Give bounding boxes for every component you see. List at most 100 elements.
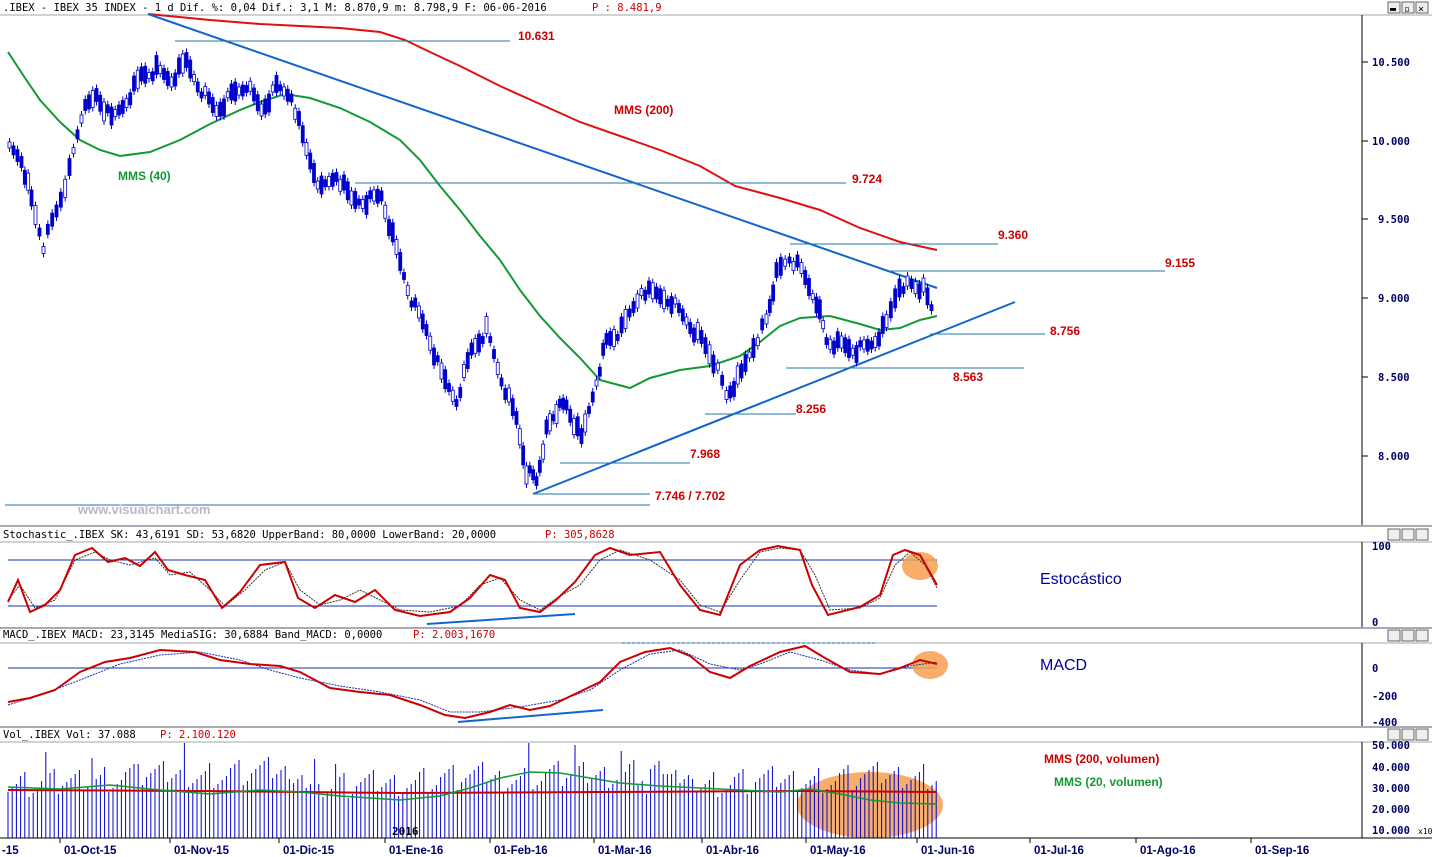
candle: [98, 94, 103, 112]
candle: [368, 190, 373, 200]
candle: [778, 256, 783, 276]
label-10631: 10.631: [518, 29, 555, 43]
candle: [817, 299, 822, 320]
candle: [695, 322, 700, 340]
candle: [390, 222, 395, 243]
candle: [319, 175, 324, 195]
candle: [218, 101, 223, 117]
candle: [447, 383, 451, 392]
candle: [345, 181, 350, 201]
candle: [58, 191, 63, 208]
candle: [22, 169, 27, 185]
price-panel-bg: [0, 0, 1362, 525]
x-label: 01-May-16: [810, 845, 866, 857]
price-panel: .IBEX - IBEX 35 INDEX - 1 d Dif. %: 0,04…: [0, 0, 1432, 525]
candle: [360, 199, 365, 209]
candle: [87, 94, 91, 110]
candle: [612, 329, 616, 347]
candle: [222, 98, 226, 117]
candle: [554, 404, 559, 424]
candle: [135, 69, 140, 89]
candle: [873, 336, 878, 348]
candle: [728, 385, 733, 399]
candle: [207, 91, 211, 105]
candle: [534, 476, 539, 486]
candle: [41, 246, 46, 254]
candle: [147, 72, 151, 79]
restore-button[interactable]: [1401, 1, 1415, 14]
candle: [480, 336, 485, 344]
candle: [564, 399, 569, 411]
macd-restore-button[interactable]: [1401, 629, 1415, 642]
candle: [905, 275, 910, 287]
candle: [372, 189, 376, 202]
candle: [747, 351, 752, 359]
macd-header: MACD_.IBEX MACD: 23,3145 MediaSIG: 30,68…: [3, 629, 382, 641]
macd-close-button[interactable]: [1415, 629, 1429, 642]
candle: [19, 156, 24, 168]
candle: [662, 290, 666, 309]
candle: [293, 107, 298, 120]
vol-minimize-button[interactable]: [1387, 728, 1401, 741]
candle: [743, 354, 748, 372]
label-mms200: MMS (200): [614, 103, 673, 117]
x-label: 01-Oct-15: [64, 845, 117, 857]
candle: [495, 362, 500, 375]
candle: [572, 418, 576, 435]
candle: [443, 369, 448, 390]
x-label: 01-Sep-16: [1255, 845, 1309, 857]
candle: [547, 413, 552, 432]
stoch-header: Stochastic_.IBEX SK: 43,6191 SD: 53,6820…: [3, 529, 496, 541]
candle: [854, 345, 859, 363]
vol-mms20-line: [7, 771, 938, 805]
stoch-close-button[interactable]: [1415, 528, 1429, 541]
vol-restore-button[interactable]: [1401, 728, 1415, 741]
candle: [517, 428, 522, 446]
candle: [94, 88, 99, 102]
candle: [843, 337, 848, 354]
candle: [323, 179, 328, 188]
mms40-line: [7, 51, 938, 390]
candle: [117, 104, 121, 116]
label-7968: 7.968: [690, 447, 720, 461]
candle: [424, 324, 429, 336]
candle: [897, 278, 902, 298]
vol-year-label: 2016: [392, 825, 419, 838]
candle: [650, 282, 655, 300]
candle: [703, 337, 708, 355]
level-lines: [5, 40, 1165, 506]
macd-minimize-button[interactable]: [1387, 629, 1401, 642]
x-label: 01-Ago-16: [1140, 845, 1196, 857]
candle: [524, 465, 529, 485]
candle: [67, 158, 72, 176]
candle: [199, 91, 204, 99]
minimize-button[interactable]: [1387, 1, 1401, 14]
x-label: 01-Nov-15: [174, 845, 230, 857]
vol-close-button[interactable]: [1415, 728, 1429, 741]
candle: [364, 195, 369, 215]
stoch-minimize-button[interactable]: [1387, 528, 1401, 541]
stoch-tick: 0: [1372, 617, 1378, 629]
candle: [557, 398, 562, 408]
close-button[interactable]: [1415, 1, 1429, 14]
candle: [658, 288, 663, 305]
candle: [821, 320, 826, 330]
close-icon: ×: [1418, 4, 1424, 15]
candle: [771, 284, 776, 302]
candle: [858, 340, 863, 348]
stoch-header-p: P: 305,8628: [545, 529, 615, 541]
candle: [561, 397, 566, 410]
stoch-restore-button[interactable]: [1401, 528, 1415, 541]
candle: [913, 281, 918, 295]
candle: [724, 390, 729, 400]
candle: [349, 190, 354, 206]
x-label: 01-Mar-16: [598, 845, 652, 857]
candle: [458, 387, 463, 398]
candle: [90, 90, 95, 108]
candle: [139, 66, 144, 82]
label-9155: 9.155: [1165, 256, 1195, 270]
macd-highlight: [912, 651, 948, 679]
vol-axis-ticks: 50.000 40.000 30.000 20.000 10.000: [1372, 740, 1410, 837]
candle: [587, 406, 591, 414]
